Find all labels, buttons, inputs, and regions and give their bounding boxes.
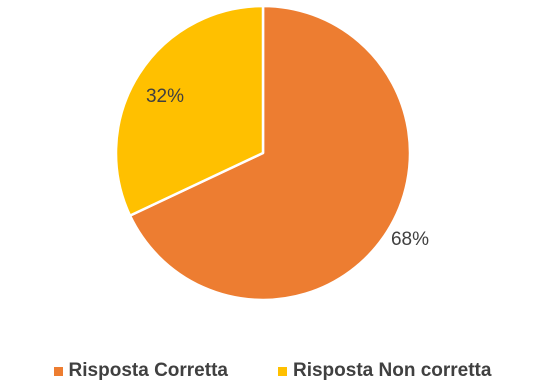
- pie-slice-risposta-corretta: [128, 4, 412, 302]
- pie-slices: [114, 4, 412, 302]
- legend-item-risposta-non-corretta: Risposta Non corretta: [277, 360, 492, 382]
- pie-slice-risposta-non-corretta: [114, 4, 265, 217]
- legend-swatch-risposta-non-corretta: [277, 366, 287, 376]
- legend-label-risposta-non-corretta: Risposta Non corretta: [292, 360, 492, 381]
- legend-label-risposta-corretta: Risposta Corretta: [68, 360, 228, 381]
- legend-swatch-risposta-corretta: [53, 366, 63, 376]
- data-label-risposta-non-corretta: 32%: [146, 86, 184, 107]
- data-label-risposta-corretta: 68%: [391, 229, 429, 250]
- legend: Risposta Corretta Risposta Non corretta: [0, 360, 545, 382]
- pie-labels: 68% 32%: [146, 86, 429, 250]
- legend-item-risposta-corretta: Risposta Corretta: [53, 360, 228, 382]
- pie-chart: 68% 32%: [114, 4, 429, 302]
